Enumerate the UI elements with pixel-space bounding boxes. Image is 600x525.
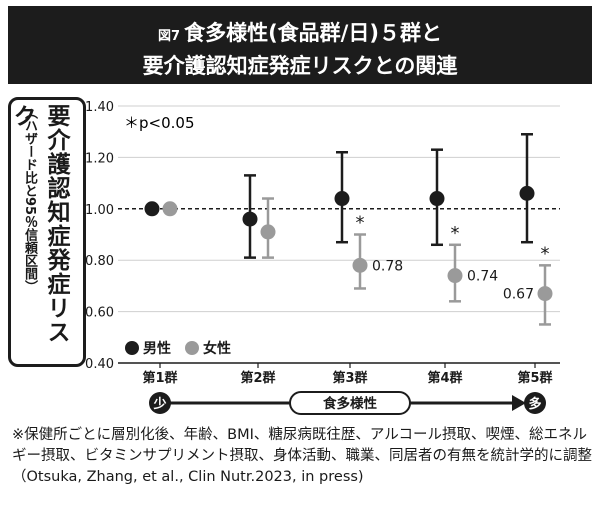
chart-area: 0.40 0.60 0.80 1.00 1.20 1.40 第1群 第2群 第3群 第4群 第5群… bbox=[85, 100, 560, 415]
significance-note: ＊p<0.05 bbox=[124, 114, 195, 132]
y-axis-sublabel: （ハザード比と95％信頼区間） bbox=[22, 106, 37, 294]
data-label: 0.67 bbox=[503, 287, 534, 303]
y-tick-label: 0.80 bbox=[85, 254, 114, 269]
footnote: ※保健所ごとに層別化後、年齢、BMI、糖尿病既往歴、アルコール摂取、喫煙、総エネ… bbox=[12, 427, 592, 485]
legend-label: 女性 bbox=[203, 340, 231, 357]
y-axis-label: 要介護認知症発症リスク bbox=[9, 104, 69, 344]
figure-label: 図7 bbox=[158, 29, 181, 44]
low-marker bbox=[149, 392, 171, 414]
data-label: 0.78 bbox=[372, 258, 403, 274]
x-tick-label: 第1群 bbox=[142, 370, 177, 386]
legend-marker bbox=[185, 341, 199, 355]
data-point bbox=[519, 185, 535, 201]
legend-label: 男性 bbox=[143, 340, 171, 357]
y-tick-labels: 0.40 0.60 0.80 1.00 1.20 1.40 bbox=[85, 100, 114, 372]
data-point bbox=[447, 268, 463, 284]
data-point bbox=[334, 191, 350, 207]
significance-star: * bbox=[541, 243, 550, 264]
arrow-head bbox=[512, 395, 526, 411]
title-banner: 図7 食多様性(食品群/日)５群と 要介護認知症発症リスクとの関連 bbox=[8, 6, 592, 84]
x-tick-label: 第5群 bbox=[517, 370, 552, 386]
data-point bbox=[162, 201, 178, 217]
y-tick-label: 1.20 bbox=[85, 151, 114, 166]
x-tick-label: 第3群 bbox=[332, 370, 367, 386]
data-point bbox=[144, 201, 160, 217]
x-tick-label: 第2群 bbox=[240, 370, 275, 386]
low-label: 少 bbox=[152, 396, 166, 412]
y-tick-label: 0.40 bbox=[85, 357, 114, 372]
significance-star: * bbox=[356, 213, 365, 234]
arrow-label: 食多様性 bbox=[323, 395, 377, 412]
chart-title-line1: 図7 食多様性(食品群/日)５群と bbox=[8, 17, 592, 47]
data-point bbox=[242, 211, 258, 227]
arrow-label-box bbox=[289, 391, 411, 415]
high-label: 多 bbox=[528, 396, 541, 412]
chart-title-line2: 要介護認知症発症リスクとの関連 bbox=[142, 54, 458, 78]
grid-lines bbox=[118, 105, 560, 364]
x-tick-labels: 第1群 第2群 第3群 第4群 第5群 bbox=[142, 363, 553, 386]
data-label: 0.74 bbox=[467, 269, 498, 285]
diversity-arrow: 少 多 食多様性 bbox=[149, 391, 546, 415]
data-point bbox=[537, 286, 553, 302]
data-point bbox=[260, 224, 276, 240]
y-tick-label: 0.60 bbox=[85, 306, 114, 321]
data-point bbox=[429, 191, 445, 207]
data-point bbox=[352, 257, 368, 273]
chart-marks: * 0.78 * 0.74 * 0.67 bbox=[144, 133, 553, 326]
high-marker bbox=[524, 392, 546, 414]
y-axis-label-box: 要介護認知症発症リスク （ハザード比と95％信頼区間） bbox=[8, 97, 86, 367]
title-text-1: 食多様性(食品群/日)５群と bbox=[184, 21, 442, 45]
y-tick-label: 1.00 bbox=[85, 203, 114, 218]
y-tick-label: 1.40 bbox=[85, 100, 114, 115]
legend-marker bbox=[125, 341, 139, 355]
significance-star: * bbox=[451, 223, 460, 244]
x-tick-label: 第4群 bbox=[427, 370, 462, 386]
legend: 男性 女性 bbox=[125, 340, 231, 357]
